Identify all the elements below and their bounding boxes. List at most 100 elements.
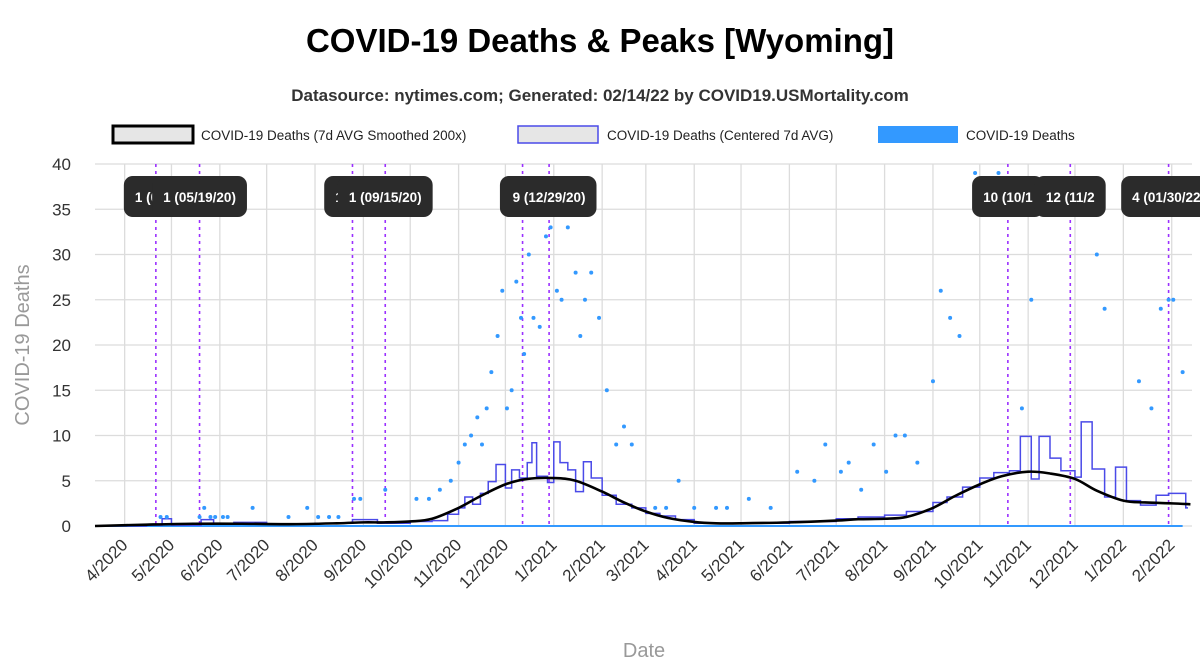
data-point: [973, 171, 978, 176]
data-point: [305, 505, 310, 510]
x-tick-label: 11/2020: [409, 535, 465, 591]
peak-label: 1 (05/19/20): [152, 176, 247, 217]
peak-label-text: 9 (12/29/20): [513, 190, 586, 205]
data-point: [537, 324, 542, 329]
data-point: [582, 297, 587, 302]
data-point: [1166, 297, 1171, 302]
data-point: [915, 460, 920, 465]
data-point: [479, 442, 484, 447]
data-point: [597, 315, 602, 320]
peak-label-text: 10 (10/1: [983, 190, 1033, 205]
x-tick-label: 12/2020: [455, 535, 512, 592]
data-point: [604, 388, 609, 393]
data-point: [664, 505, 669, 510]
y-axis-title: COVID-19 Deaths: [12, 264, 34, 425]
data-point: [495, 333, 500, 338]
x-tick-label: 5/2021: [698, 535, 748, 585]
chart-title: COVID-19 Deaths & Peaks [Wyoming]: [305, 22, 895, 59]
y-tick-label: 0: [62, 517, 71, 536]
data-point: [823, 442, 828, 447]
data-point: [930, 379, 935, 384]
peak-label-text: 1 (09/15/20): [349, 190, 422, 205]
x-tick-label: 8/2020: [272, 535, 322, 585]
x-tick-label: 1/2022: [1080, 535, 1130, 585]
data-point: [514, 279, 519, 284]
data-point: [543, 234, 548, 239]
data-point: [1094, 252, 1099, 257]
data-point: [902, 433, 907, 438]
series-smoothed: [94, 470, 1191, 528]
data-point: [884, 469, 889, 474]
data-point: [629, 442, 634, 447]
data-point: [838, 469, 843, 474]
data-point: [1158, 306, 1163, 311]
data-point: [724, 505, 729, 510]
legend-label-deaths: COVID-19 Deaths: [966, 128, 1075, 143]
x-tick-label: 10/2020: [360, 535, 417, 592]
y-tick-label: 15: [52, 381, 71, 400]
data-point: [220, 514, 225, 519]
data-point: [531, 315, 536, 320]
data-point: [957, 333, 962, 338]
data-point: [336, 514, 341, 519]
peak-lines: [155, 164, 1170, 526]
y-tick-label: 35: [52, 200, 71, 219]
data-point: [414, 496, 419, 501]
peak-label-box: [1121, 176, 1200, 217]
data-point: [1019, 406, 1024, 411]
legend-swatch-centered: [517, 125, 599, 144]
x-tick-label: 10/2021: [930, 535, 987, 592]
data-point: [448, 478, 453, 483]
data-point: [578, 333, 583, 338]
x-tick-label: 1/2021: [510, 535, 560, 585]
data-point: [948, 315, 953, 320]
data-point: [559, 297, 564, 302]
x-tick-label: 8/2021: [841, 535, 891, 585]
peak-label: 10 (10/1: [972, 176, 1044, 217]
legend-label-smoothed: COVID-19 Deaths (7d AVG Smoothed 200x): [201, 128, 466, 143]
legend-swatch-smoothed: [111, 124, 195, 145]
data-point: [500, 288, 505, 293]
data-point: [692, 505, 697, 510]
data-point: [653, 505, 658, 510]
y-tick-label: 25: [52, 291, 71, 310]
data-point: [621, 424, 626, 429]
y-tick-label: 10: [52, 427, 71, 446]
y-tick-label: 40: [52, 155, 71, 174]
x-axis-title: Date: [623, 640, 665, 662]
x-tick-label: 7/2020: [223, 535, 273, 585]
peak-label: 9 (12/29/20): [501, 176, 597, 217]
x-tick-label: 3/2021: [602, 535, 652, 585]
data-point: [746, 496, 751, 501]
data-point: [812, 478, 817, 483]
data-point: [893, 433, 898, 438]
data-point: [614, 442, 619, 447]
x-tick-label: 7/2021: [793, 535, 843, 585]
peak-label-box: [972, 176, 1044, 217]
data-point: [383, 487, 388, 492]
x-tick-label: 2/2021: [559, 535, 609, 585]
data-point: [548, 225, 553, 230]
data-point: [938, 288, 943, 293]
y-axis: 0 5 10 15 20 25 30 35 40: [52, 155, 71, 536]
data-point: [437, 487, 442, 492]
data-point: [509, 388, 514, 393]
legend: COVID-19 Deaths (7d AVG Smoothed 200x) C…: [111, 124, 1075, 145]
data-point: [859, 487, 864, 492]
peak-label-text: 12 (11/2: [1046, 190, 1095, 205]
data-point: [286, 514, 291, 519]
x-tick-label: 11/2021: [979, 535, 1035, 591]
data-point: [489, 370, 494, 375]
peak-label-box: [152, 176, 247, 217]
x-tick-label: 2/2022: [1128, 535, 1178, 585]
data-point: [714, 505, 719, 510]
peak-labels: 1 (04/21 (05/19/20)1 (08/1 (09/15/20)9 (…: [123, 176, 1200, 217]
peak-label-box: [337, 176, 433, 217]
data-point: [158, 514, 163, 519]
data-point: [589, 270, 594, 275]
data-point: [484, 406, 489, 411]
data-point: [469, 433, 474, 438]
x-axis: 4/20205/20206/20207/20208/20209/202010/2…: [81, 535, 1178, 592]
chart-subtitle: Datasource: nytimes.com; Generated: 02/1…: [291, 86, 909, 105]
data-point: [475, 415, 480, 420]
